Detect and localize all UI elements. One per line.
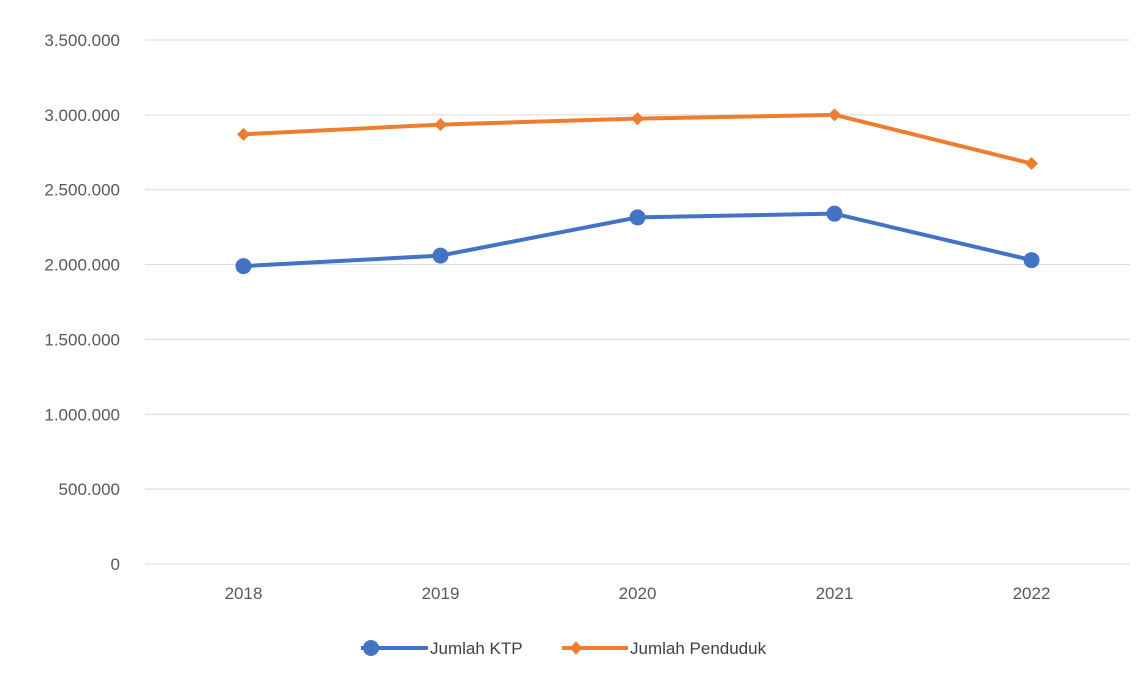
data-point <box>434 118 447 132</box>
legend-label: Jumlah Penduduk <box>630 639 767 658</box>
y-tick-label: 0 <box>111 555 120 574</box>
data-point <box>629 209 646 226</box>
legend-marker <box>363 640 379 656</box>
y-tick-label: 2.000.000 <box>44 256 120 275</box>
legend-item: Jumlah Penduduk <box>562 639 767 658</box>
x-tick-label: 2018 <box>225 584 263 603</box>
y-tick-label: 1.500.000 <box>44 330 120 349</box>
data-point <box>826 205 843 222</box>
x-tick-label: 2022 <box>1013 584 1051 603</box>
y-tick-label: 3.500.000 <box>44 31 120 50</box>
y-tick-label: 2.500.000 <box>44 181 120 200</box>
series-jumlah-ktp <box>235 205 1040 275</box>
data-point <box>235 258 252 275</box>
x-tick-label: 2020 <box>619 584 657 603</box>
data-point <box>1025 157 1038 171</box>
legend-label: Jumlah KTP <box>430 639 523 658</box>
data-point <box>237 127 250 141</box>
legend-marker <box>569 641 583 655</box>
y-tick-label: 500.000 <box>59 480 120 499</box>
data-point <box>1023 252 1040 269</box>
legend: Jumlah KTP Jumlah Penduduk <box>361 639 767 658</box>
series-group <box>235 108 1040 275</box>
x-axis-tick-labels: 2018 2019 2020 2021 2022 <box>225 584 1051 603</box>
data-point <box>432 247 449 264</box>
series-jumlah-penduduk <box>237 108 1038 171</box>
data-point <box>828 108 841 122</box>
legend-item: Jumlah KTP <box>361 639 523 658</box>
data-point <box>631 112 644 126</box>
y-tick-label: 1.000.000 <box>44 405 120 424</box>
y-tick-label: 3.000.000 <box>44 106 120 125</box>
x-tick-label: 2019 <box>422 584 460 603</box>
y-axis-tick-labels: 0 500.000 1.000.000 1.500.000 2.000.000 2.500… <box>44 31 120 574</box>
x-tick-label: 2021 <box>816 584 854 603</box>
